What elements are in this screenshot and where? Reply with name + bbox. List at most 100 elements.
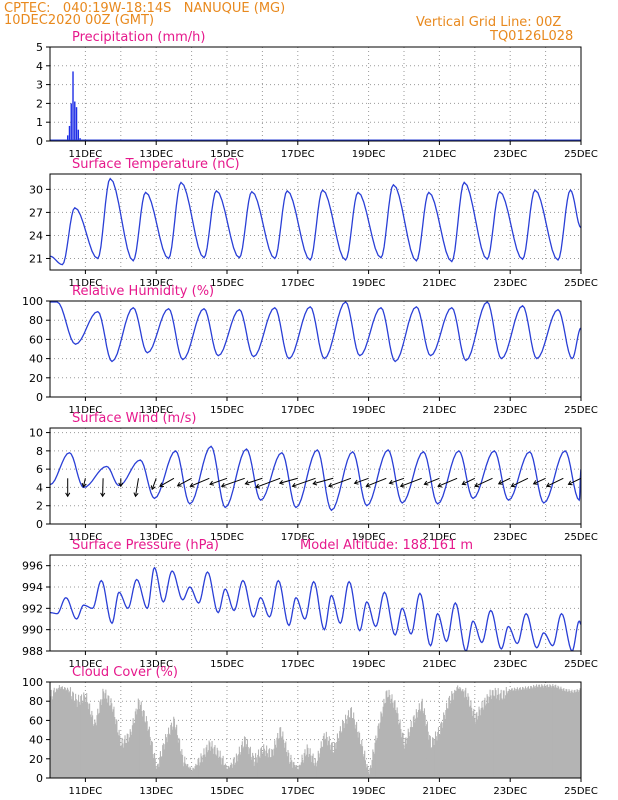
cloud-bar: [175, 727, 177, 778]
cloud-bar: [510, 691, 512, 778]
cloud-bar: [78, 694, 80, 778]
cloud-bar: [103, 691, 105, 778]
cloud-bar: [110, 698, 112, 778]
cloud-bar: [521, 689, 523, 778]
cloud-bar: [277, 739, 279, 778]
cloud-bar: [274, 744, 277, 778]
plot-area: [50, 301, 581, 363]
cloud-bar: [457, 685, 459, 778]
cloud-bar: [150, 745, 152, 778]
cloud-bar: [527, 687, 529, 778]
pressure-line: [50, 566, 581, 651]
cloud-bar: [396, 707, 398, 778]
wind-arrow: [177, 477, 192, 487]
cloud-bar: [354, 728, 356, 778]
cloud-bar: [579, 688, 581, 778]
cloud-bar: [383, 698, 385, 778]
cloud-bar: [256, 762, 258, 778]
humidity-line: [50, 301, 581, 363]
cloud-bar: [346, 723, 348, 778]
cloud-bar: [128, 741, 130, 778]
x-tick-label: 25DEC: [564, 278, 598, 289]
cloud-bar: [198, 757, 200, 778]
cloud-bar: [431, 747, 433, 778]
cloud-bar: [257, 754, 259, 778]
cloud-bar: [305, 756, 307, 778]
cloud-bar: [432, 738, 434, 778]
cloud-bar: [386, 690, 388, 778]
cloud-bar: [425, 725, 427, 778]
cloud-bar: [252, 755, 254, 778]
x-tick-label: 21DEC: [423, 278, 457, 289]
cloud-bar: [378, 723, 380, 778]
cloud-bar: [201, 756, 203, 778]
x-tick-label: 13DEC: [139, 278, 173, 289]
x-tick-label: 25DEC: [564, 532, 598, 543]
cloud-bar: [164, 744, 166, 778]
header-line1: CPTEC: 040:19W-18:14S NANUQUE (MG): [4, 1, 286, 16]
precip-bar: [70, 103, 72, 141]
x-tick-label: 23DEC: [493, 786, 527, 797]
cloud-bar: [308, 757, 310, 778]
cloud-bar: [316, 766, 318, 778]
cloud-bar: [555, 687, 558, 778]
cloud-bar: [575, 691, 577, 778]
cloud-bar: [549, 684, 551, 778]
cloud-bar: [59, 687, 61, 778]
cloud-bar: [509, 690, 511, 778]
cloud-bar: [494, 687, 496, 778]
cloud-bar: [381, 716, 383, 778]
cloud-bar: [74, 700, 76, 778]
cloud-bar: [89, 703, 91, 778]
cloud-bar: [453, 692, 455, 778]
cloud-bar: [263, 748, 265, 778]
wind-arrow-head: [497, 480, 503, 485]
cloud-bar: [290, 754, 292, 778]
cloud-bar: [224, 764, 226, 778]
cloud-bar: [271, 748, 273, 778]
cloud-bar: [485, 705, 487, 778]
x-tick-label: 25DEC: [564, 659, 598, 670]
cloud-bar: [550, 687, 552, 778]
cloud-bar: [211, 741, 213, 778]
cloud-bar: [111, 703, 113, 778]
cloud-bar: [314, 758, 316, 778]
cloud-bar: [540, 686, 542, 778]
cloud-bar: [533, 686, 535, 778]
wind-arrow: [328, 477, 352, 487]
cloud-bar: [228, 766, 230, 778]
cloud-bar: [153, 757, 155, 778]
cloud-bar: [121, 737, 123, 778]
cloud-bar: [283, 747, 285, 778]
cloud-bar: [70, 696, 72, 778]
cloud-bar: [403, 744, 405, 778]
wind-arrow-head: [328, 482, 333, 488]
temperature-line: [50, 177, 581, 266]
cloud-bar: [480, 707, 482, 778]
cloud-bar: [212, 753, 215, 778]
cloud-bar: [302, 759, 304, 778]
cloud-bar: [157, 763, 159, 778]
cloud-bar: [401, 737, 403, 778]
cloud-bar: [547, 687, 549, 778]
cloud-bar: [85, 696, 87, 778]
cloud-bar: [448, 695, 451, 778]
cloud-bar: [376, 738, 378, 778]
cloud-bar: [61, 686, 63, 778]
x-tick-label: 11DEC: [69, 532, 103, 543]
wind-arrow: [245, 477, 263, 485]
cloud-bar: [247, 747, 249, 778]
panel-title: Precipitation (mm/h): [72, 30, 205, 45]
y-tick-label: 6: [36, 463, 43, 476]
cloud-bar: [161, 756, 163, 778]
cloud-bar: [182, 754, 184, 778]
cloud-bar: [72, 692, 74, 778]
cloud-bar: [482, 707, 484, 778]
cloud-bar: [55, 691, 57, 778]
cloud-bar: [87, 709, 89, 778]
cloud-bar: [347, 710, 350, 778]
cloud-bar: [206, 744, 208, 778]
cloud-bar: [415, 718, 417, 778]
cloud-bar: [333, 752, 335, 778]
cloud-bar: [457, 688, 459, 778]
